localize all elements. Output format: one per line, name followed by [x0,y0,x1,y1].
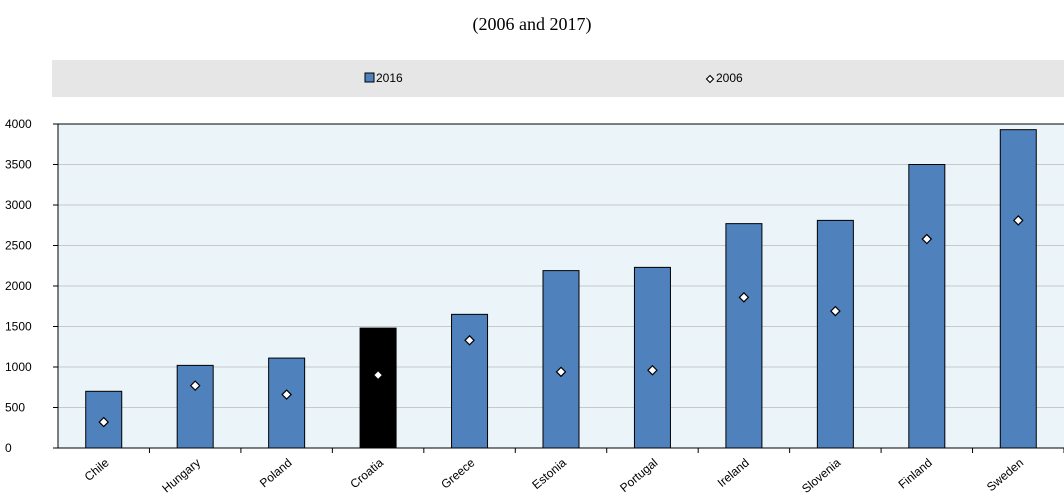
bar-hungary [176,364,214,449]
x-tick-label: Portugal [617,456,660,495]
bar-greece [451,313,489,449]
x-tick-label: Hungary [159,456,203,496]
marker-greece [464,334,475,346]
legend-swatch-2016 [364,72,375,83]
x-tick-label: Slovenia [799,455,844,496]
chart-subtitle: (2006 and 2017) [472,14,592,34]
legend-label-2016: 2016 [376,71,403,85]
x-tick-label: Ireland [715,456,752,490]
y-tick-label: 3000 [5,198,32,212]
marker-chile [98,416,110,428]
x-tick-label: Greece [438,455,477,491]
bar-poland [268,357,306,449]
y-tick-label: 3500 [5,158,32,172]
y-tick-label: 1000 [5,360,32,374]
y-tick-label: 0 [5,441,12,455]
marker-estonia [555,366,567,378]
bar-estonia [542,270,580,449]
bar-finland [908,164,946,449]
axes [53,123,1064,453]
legend: 2016 2006 [364,71,743,85]
marker-ireland [738,291,750,303]
x-tick-label: Estonia [529,455,569,492]
y-tick-label: 1500 [5,320,32,334]
y-tick-label: 2500 [5,239,32,253]
x-tick-label: Sweden [984,456,1026,495]
y-tick-labels: 0 500 1000 1500 2000 2500 3000 3500 4000 [5,117,32,455]
legend-swatch-2006 [705,74,715,84]
markers [98,215,1024,428]
x-tick-label: Croatia [347,455,386,491]
marker-hungary [189,380,201,391]
bar-sweden [999,129,1037,449]
y-tick-label: 4000 [5,117,32,131]
marker-sweden [1012,215,1024,226]
legend-label-2006: 2006 [716,71,743,85]
y-tick-label: 2000 [5,279,32,293]
marker-poland [281,389,292,400]
legend-background [52,60,1064,97]
x-tick-label: Poland [257,456,295,491]
x-tick-labels: Chile Hungary Poland Croatia Greece Estonia Po… [82,455,1027,496]
y-tick-label: 500 [5,401,25,415]
marker-finland [921,233,933,245]
x-tick-label: Chile [82,455,112,484]
bar-portugal [633,266,671,449]
marker-slovenia [830,305,841,317]
marker-portugal [647,364,658,376]
x-tick-label: Finland [896,456,935,492]
bar-croatia [359,327,397,449]
bar-slovenia [816,219,854,449]
marker-croatia [372,369,384,381]
bar-ireland [725,223,763,449]
